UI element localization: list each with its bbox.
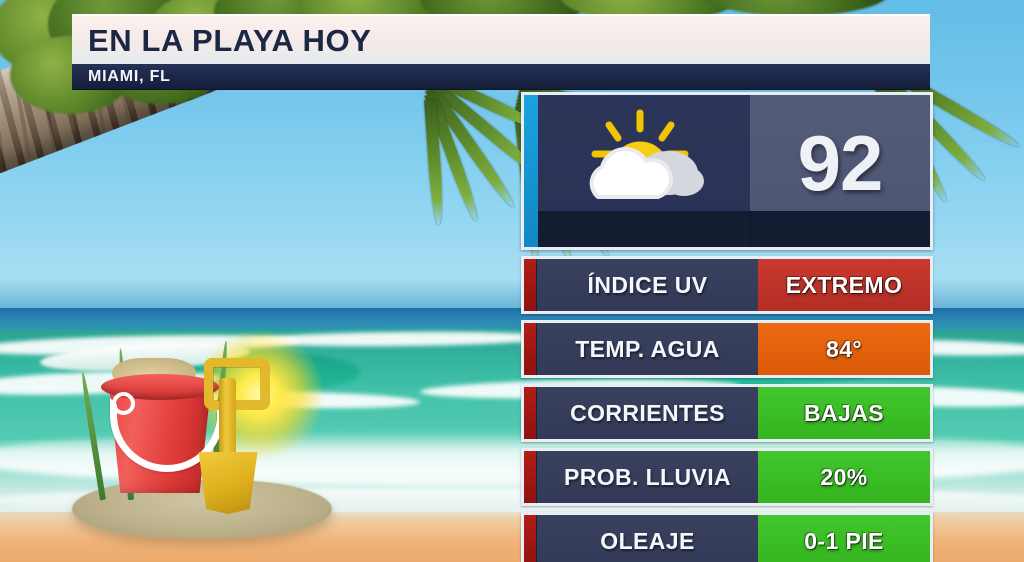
- row-value: BAJAS: [758, 387, 930, 439]
- headline-banner: EN LA PLAYA HOY MIAMI, FL: [72, 14, 930, 90]
- row-label: CORRIENTES: [536, 387, 758, 439]
- sun-behind-cloud-icon: [589, 109, 704, 199]
- row-label-text: OLEAJE: [600, 527, 695, 554]
- row-accent-bar: [524, 451, 536, 503]
- palm-foliage: [700, 0, 890, 16]
- row-accent-bar: [524, 387, 536, 439]
- location-subtitle: MIAMI, FL: [72, 64, 930, 90]
- sand-mound: [72, 480, 332, 538]
- page-title-text: EN LA PLAYA HOY: [88, 22, 372, 58]
- row-value: EXTREMO: [758, 259, 930, 311]
- row-label-text: ÍNDICE UV: [587, 271, 708, 298]
- shovel-blade: [198, 452, 258, 514]
- shovel-grip: [204, 358, 270, 410]
- shovel-handle: [219, 378, 236, 468]
- row-value-text: EXTREMO: [785, 271, 903, 298]
- hero-accent-bar: [524, 95, 538, 247]
- current-temperature: 92: [797, 119, 884, 207]
- table-row: TEMP. AGUA 84°: [521, 320, 933, 378]
- current-conditions-block: 92: [521, 92, 933, 250]
- row-label-text: TEMP. AGUA: [575, 335, 720, 362]
- row-value: 84°: [758, 323, 930, 375]
- row-value-text: 20%: [820, 463, 868, 490]
- row-accent-bar: [524, 323, 536, 375]
- row-label: TEMP. AGUA: [536, 323, 758, 375]
- row-value: 20%: [758, 451, 930, 503]
- row-value-text: BAJAS: [804, 399, 884, 426]
- hero-divider: [750, 211, 751, 247]
- row-value-text: 0-1 PIE: [804, 527, 884, 554]
- row-label: PROB. LLUVIA: [536, 451, 758, 503]
- row-accent-bar: [524, 515, 536, 562]
- sand-bucket-handle-knob: [112, 392, 135, 415]
- row-value-text: 84°: [826, 335, 862, 362]
- table-row: ÍNDICE UV EXTREMO: [521, 256, 933, 314]
- page-title: EN LA PLAYA HOY: [72, 14, 930, 64]
- row-label: OLEAJE: [536, 515, 758, 562]
- row-accent-bar: [524, 259, 536, 311]
- weather-panel: 92 ÍNDICE UV EXTREMO TEMP. AGUA 84°: [521, 92, 933, 562]
- table-row: PROB. LLUVIA 20%: [521, 448, 933, 506]
- table-row: OLEAJE 0-1 PIE: [521, 512, 933, 562]
- row-label-text: PROB. LLUVIA: [563, 463, 732, 490]
- location-text: MIAMI, FL: [88, 67, 171, 85]
- row-label-text: CORRIENTES: [570, 399, 725, 426]
- table-row: CORRIENTES BAJAS: [521, 384, 933, 442]
- row-value: 0-1 PIE: [758, 515, 930, 562]
- row-label: ÍNDICE UV: [536, 259, 758, 311]
- hero-bottom-strip: [538, 211, 930, 247]
